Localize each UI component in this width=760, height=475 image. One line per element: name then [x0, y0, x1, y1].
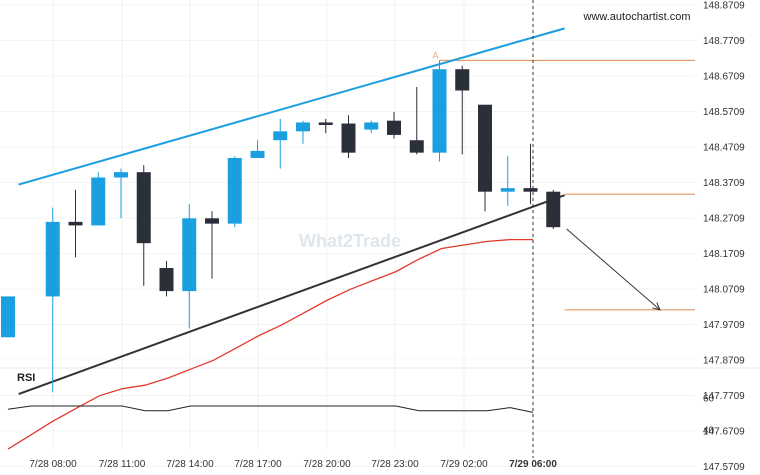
candle-body — [227, 157, 242, 224]
candle — [478, 104, 492, 212]
price-tick-label: 147.9709 — [703, 320, 745, 331]
source-label: www.autochartist.com — [583, 11, 691, 23]
candle-body — [1, 296, 15, 338]
price-tick-label: 147.8709 — [703, 356, 745, 367]
candle-body — [318, 122, 333, 125]
candle-body — [159, 268, 174, 292]
candle-body — [432, 69, 447, 153]
rsi-tick-label: 60 — [703, 394, 715, 405]
candle — [318, 118, 333, 134]
candle — [455, 65, 470, 155]
time-tick-label: 7/29 06:00 — [509, 459, 557, 470]
candle — [409, 86, 424, 155]
price-tick-label: 148.5709 — [703, 107, 745, 118]
candle-body — [205, 218, 219, 224]
price-tick-label: 148.7709 — [703, 36, 745, 47]
time-tick-label: 7/28 08:00 — [29, 459, 77, 470]
candle-body — [273, 131, 288, 141]
candle-body — [250, 150, 265, 158]
pattern-lines: A — [7, 0, 695, 458]
price-tick-label: 148.8709 — [703, 1, 745, 12]
candle-body — [546, 191, 561, 228]
candle — [159, 260, 174, 297]
price-tick-label: 147.6709 — [703, 427, 745, 438]
candle-body — [478, 104, 492, 192]
support-trendline — [18, 194, 565, 395]
moving-average-line — [7, 238, 533, 450]
rsi-tick-label: 40 — [703, 426, 715, 437]
time-tick-label: 7/28 20:00 — [303, 459, 351, 470]
candle — [432, 60, 447, 162]
candle-body — [68, 221, 83, 226]
price-tick-label: 148.6709 — [703, 72, 745, 83]
rsi-label: RSI — [17, 372, 35, 384]
candle-body — [341, 123, 356, 153]
candle — [1, 296, 15, 338]
time-tick-label: 7/28 17:00 — [234, 459, 282, 470]
candle-body — [114, 172, 128, 178]
rsi-panel: RSI — [7, 372, 534, 413]
candle — [205, 211, 219, 279]
candle — [250, 140, 265, 158]
time-tick-label: 7/29 02:00 — [440, 459, 488, 470]
candle — [364, 120, 379, 134]
candle — [296, 120, 310, 144]
rsi-line — [7, 405, 534, 413]
candle — [500, 156, 515, 206]
candle — [136, 165, 151, 286]
price-tick-label: 147.5709 — [703, 462, 745, 473]
price-tick-label: 148.1709 — [703, 249, 745, 260]
candle-body — [45, 221, 60, 297]
candle-body — [523, 188, 538, 192]
resistance-trendline — [18, 27, 565, 186]
candle-body — [91, 177, 106, 226]
candle-body — [136, 172, 151, 244]
candle — [45, 207, 60, 393]
candle — [341, 115, 356, 158]
candle-body — [409, 140, 424, 153]
candle-body — [182, 218, 197, 292]
time-tick-label: 7/28 11:00 — [99, 459, 146, 470]
candle-body — [500, 188, 515, 192]
axes: www.autochartist.com 148.8709 148.7709 148.… — [29, 1, 745, 474]
forecast-arrow-line — [566, 228, 661, 311]
price-tick-label: 148.3709 — [703, 178, 745, 189]
price-tick-label: 148.2709 — [703, 214, 745, 225]
candle — [182, 204, 197, 329]
price-tick-label: 148.0709 — [703, 285, 745, 296]
candle-body — [387, 120, 401, 135]
pivot-label: A — [432, 50, 438, 60]
candle — [546, 189, 561, 229]
watermark: What2Trade — [299, 231, 401, 251]
candle — [68, 189, 83, 258]
forecast-arrow-head — [652, 302, 661, 311]
price-tick-label: 147.7709 — [703, 391, 745, 402]
candle — [523, 143, 538, 205]
time-tick-label: 7/28 14:00 — [166, 459, 214, 470]
candle — [387, 111, 401, 139]
candle — [114, 168, 128, 219]
candle-body — [364, 122, 379, 130]
candle-body — [455, 69, 470, 91]
candle-body — [296, 122, 310, 132]
candle — [91, 172, 106, 226]
candles — [1, 60, 561, 393]
price-tick-label: 148.4709 — [703, 143, 745, 154]
candle — [227, 156, 242, 228]
watermark-layer: What2Trade — [299, 231, 401, 251]
time-tick-label: 7/28 23:00 — [371, 459, 419, 470]
candle — [273, 118, 288, 169]
